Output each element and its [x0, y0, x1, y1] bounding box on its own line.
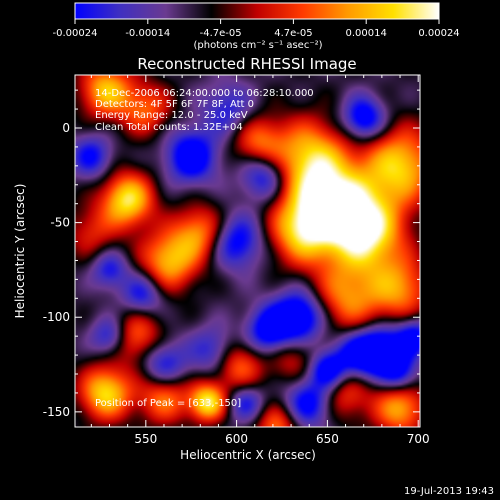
heatmap-area [75, 75, 420, 427]
info-clean-counts: Clean Total counts: 1.32E+04 [95, 122, 243, 133]
y-tick-label: -150 [43, 405, 70, 419]
colorbar-tick-label: -0.00014 [125, 28, 170, 39]
info-time-range: 14-Dec-2006 06:24:00.000 to 06:28:10.000 [95, 88, 314, 99]
x-tick-label: 650 [316, 432, 339, 446]
info-energy-range: Energy Range: 12.0 - 25.0 keV [95, 110, 248, 121]
colorbar-tick-label: -4.7e-05 [200, 28, 242, 39]
x-tick-label: 550 [134, 432, 157, 446]
colorbar-tick-label: 0.00014 [346, 28, 387, 39]
colorbar [74, 2, 440, 20]
colorbar-ticks: -0.00024 -0.00014 -4.7e-05 4.7e-05 0.00014 0.… [53, 19, 460, 39]
x-tick-label: 600 [225, 432, 248, 446]
plot-frame [74, 74, 421, 428]
colorbar-tick-label: 4.7e-05 [274, 28, 312, 39]
axis-ticks: 550 600 650 700 0 -50 -100 -150 [43, 75, 430, 446]
colorbar-tick-label: 0.00024 [418, 28, 459, 39]
chart-title: Reconstructed RHESSI Image [137, 55, 356, 73]
heatmap-image [75, 75, 420, 427]
peak-position-label: Position of Peak = [633,-150] [95, 398, 241, 409]
x-tick-label: 700 [407, 432, 430, 446]
y-tick-label: -100 [43, 310, 70, 324]
colorbar-tick-label: -0.00024 [53, 28, 98, 39]
info-detectors: Detectors: 4F 5F 6F 7F 8F, Att 0 [95, 99, 254, 110]
colorbar-unit-label: (photons cm⁻² s⁻¹ asec⁻²) [193, 40, 322, 51]
y-axis-label: Heliocentric Y (arcsec) [13, 184, 27, 319]
footer-timestamp: 19-Jul-2013 19:43 [404, 486, 494, 497]
y-tick-label: -50 [50, 216, 70, 230]
y-tick-label: 0 [62, 121, 70, 135]
x-axis-label: Heliocentric X (arcsec) [180, 448, 316, 462]
